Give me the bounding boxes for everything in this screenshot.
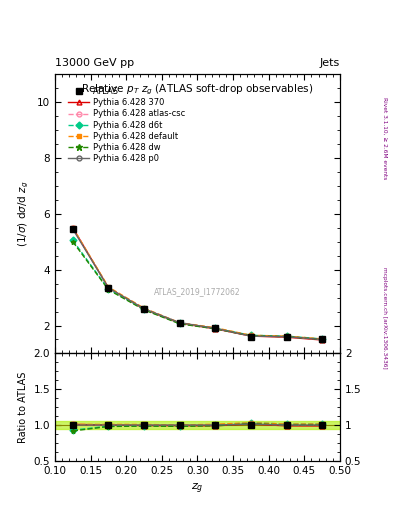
Y-axis label: (1/$\sigma$) d$\sigma$/d $z_g$: (1/$\sigma$) d$\sigma$/d $z_g$ <box>17 181 31 247</box>
Text: Relative $p_T$ $z_g$ (ATLAS soft-drop observables): Relative $p_T$ $z_g$ (ATLAS soft-drop ob… <box>81 82 314 97</box>
Pythia 6.428 atlas-csc <box>213 325 218 331</box>
Pythia 6.428 d6t <box>142 306 147 312</box>
Pythia 6.428 atlas-csc <box>106 285 111 291</box>
Pythia 6.428 atlas-csc <box>142 306 147 312</box>
Pythia 6.428 default <box>106 284 111 290</box>
Pythia 6.428 default <box>284 333 289 339</box>
X-axis label: $z_g$: $z_g$ <box>191 481 204 496</box>
Line: Pythia 6.428 default: Pythia 6.428 default <box>70 225 325 342</box>
Line: Pythia 6.428 370: Pythia 6.428 370 <box>70 225 325 343</box>
Text: Jets: Jets <box>320 57 340 68</box>
Text: mcplots.cern.ch [arXiv:1306.3436]: mcplots.cern.ch [arXiv:1306.3436] <box>382 267 387 368</box>
Pythia 6.428 p0 <box>213 325 218 331</box>
Pythia 6.428 d6t <box>320 336 325 342</box>
Text: ATLAS_2019_I1772062: ATLAS_2019_I1772062 <box>154 288 241 296</box>
Pythia 6.428 d6t <box>284 333 289 339</box>
Pythia 6.428 p0 <box>284 334 289 340</box>
Pythia 6.428 atlas-csc <box>284 334 289 340</box>
Pythia 6.428 default <box>320 336 325 342</box>
Pythia 6.428 dw <box>142 307 147 313</box>
Line: Pythia 6.428 atlas-csc: Pythia 6.428 atlas-csc <box>70 225 325 342</box>
Pythia 6.428 p0 <box>142 306 147 312</box>
Pythia 6.428 370 <box>213 326 218 332</box>
Pythia 6.428 dw <box>213 326 218 332</box>
Pythia 6.428 dw <box>320 336 325 343</box>
Pythia 6.428 p0 <box>177 319 182 326</box>
Pythia 6.428 atlas-csc <box>320 336 325 343</box>
Text: Rivet 3.1.10, ≥ 2.6M events: Rivet 3.1.10, ≥ 2.6M events <box>382 97 387 179</box>
Line: Pythia 6.428 p0: Pythia 6.428 p0 <box>70 227 325 342</box>
Pythia 6.428 default <box>142 305 147 311</box>
Pythia 6.428 atlas-csc <box>248 333 253 339</box>
Pythia 6.428 d6t <box>213 325 218 331</box>
Pythia 6.428 d6t <box>106 286 111 292</box>
Pythia 6.428 370 <box>320 337 325 343</box>
Pythia 6.428 default <box>70 225 75 231</box>
Pythia 6.428 p0 <box>106 285 111 291</box>
Pythia 6.428 370 <box>248 333 253 339</box>
Pythia 6.428 370 <box>70 225 75 231</box>
Bar <box>55 421 340 429</box>
Pythia 6.428 dw <box>284 334 289 340</box>
Pythia 6.428 p0 <box>320 336 325 343</box>
Legend: ATLAS, Pythia 6.428 370, Pythia 6.428 atlas-csc, Pythia 6.428 d6t, Pythia 6.428 : ATLAS, Pythia 6.428 370, Pythia 6.428 at… <box>65 84 189 166</box>
Pythia 6.428 default <box>177 319 182 326</box>
Pythia 6.428 d6t <box>70 237 75 243</box>
Pythia 6.428 p0 <box>70 226 75 232</box>
Pythia 6.428 p0 <box>248 333 253 339</box>
Line: Pythia 6.428 d6t: Pythia 6.428 d6t <box>70 238 325 342</box>
Pythia 6.428 dw <box>106 287 111 293</box>
Y-axis label: Ratio to ATLAS: Ratio to ATLAS <box>18 371 28 443</box>
Pythia 6.428 d6t <box>177 320 182 326</box>
Pythia 6.428 default <box>213 325 218 331</box>
Pythia 6.428 dw <box>70 239 75 245</box>
Line: Pythia 6.428 dw: Pythia 6.428 dw <box>70 239 325 342</box>
Pythia 6.428 370 <box>142 306 147 312</box>
Pythia 6.428 370 <box>106 285 111 291</box>
Pythia 6.428 d6t <box>248 332 253 338</box>
Pythia 6.428 atlas-csc <box>177 319 182 326</box>
Pythia 6.428 dw <box>177 321 182 327</box>
Text: 13000 GeV pp: 13000 GeV pp <box>55 57 134 68</box>
Pythia 6.428 370 <box>177 320 182 326</box>
Pythia 6.428 dw <box>248 333 253 339</box>
Pythia 6.428 default <box>248 332 253 338</box>
Pythia 6.428 370 <box>284 334 289 340</box>
Pythia 6.428 atlas-csc <box>70 225 75 231</box>
